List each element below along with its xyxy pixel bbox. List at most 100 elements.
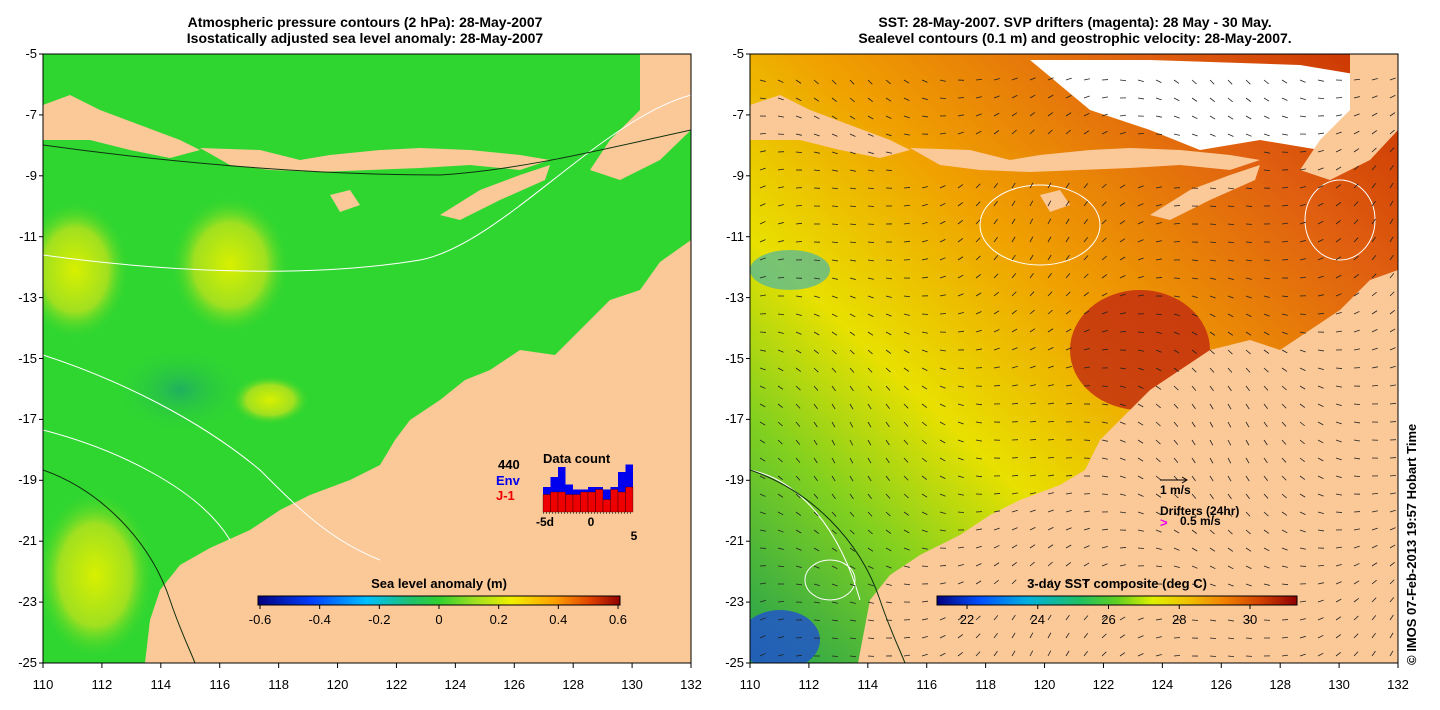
velocity-arrow [1065,650,1070,657]
velocity-arrow [1299,258,1306,261]
velocity-arrow [1191,259,1199,261]
velocity-arrow [1173,133,1180,136]
sla-tick-label: 0.4 [549,612,567,627]
velocity-arrow [1083,615,1089,621]
velocity-arrow [1209,133,1216,137]
y-tick-label: -19 [725,472,744,488]
x-tick-label: 116 [209,677,231,692]
velocity-arrow [885,97,892,102]
sla-low-mid [110,345,250,435]
velocity-arrow [1317,565,1325,567]
velocity-arrow [957,457,964,461]
velocity-arrow [1155,457,1161,463]
velocity-arrow [1065,384,1072,387]
velocity-arrow [993,347,1000,351]
velocity-arrow [1335,403,1342,407]
velocity-arrow [903,403,909,409]
cloud-mask [1030,60,1390,150]
velocity-arrow [867,169,874,172]
velocity-arrow [957,511,965,514]
velocity-arrow [1011,112,1018,117]
velocity-arrow [1155,547,1162,550]
velocity-arrow [1011,129,1017,135]
velocity-arrow [1083,562,1090,567]
velocity-arrow [1263,403,1268,409]
velocity-arrow [1335,256,1342,261]
velocity-arrow [975,255,981,261]
velocity-arrow [1209,277,1216,280]
velocity-arrow [1011,650,1016,657]
velocity-arrow [849,151,856,155]
velocity-arrow [993,366,1000,369]
velocity-arrow [1299,349,1306,353]
velocity-arrow [1263,565,1270,569]
velocity-arrow [1299,635,1306,639]
velocity-arrow [1011,328,1018,333]
velocity-arrow [759,635,766,639]
velocity-arrow [921,349,928,353]
velocity-arrow [1371,545,1378,549]
velocity-arrow [1137,511,1144,515]
velocity-arrow [1011,273,1017,279]
velocity-arrow [1353,651,1359,657]
velocity-arrow [885,331,892,336]
velocity-arrow [1137,421,1144,426]
count-tick-right: 5 [631,529,638,543]
velocity-arrow [1011,218,1016,225]
velocity-arrow [1029,328,1036,333]
velocity-arrow [1155,277,1163,279]
velocity-arrow [813,349,820,354]
velocity-arrow [777,97,784,101]
velocity-arrow [1227,637,1235,640]
velocity-arrow [1083,112,1090,117]
sla-high-mid [230,375,310,425]
velocity-arrow [1299,203,1306,207]
velocity-arrow [1245,133,1252,137]
velocity-arrow [1353,545,1360,549]
velocity-arrow [957,184,964,189]
velocity-arrow [831,511,837,517]
velocity-arrow [885,547,892,552]
velocity-arrow [1119,547,1127,549]
velocity-arrow [975,475,983,478]
velocity-arrow [1245,367,1251,373]
velocity-arrow [1119,220,1126,225]
velocity-arrow [1281,403,1287,409]
velocity-arrow [813,601,820,604]
x-axis-ticks [42,663,1399,668]
velocity-arrow [1119,367,1126,370]
pressure-contour-3 [43,429,231,541]
velocity-arrow [849,493,854,500]
velocity-arrow [1137,367,1144,371]
y-tick-label: -15 [725,350,744,366]
drifter-symbol-icon: > [1160,515,1168,530]
velocity-arrow [885,439,890,446]
velocity-arrow [1173,421,1179,427]
velocity-arrow [1101,546,1108,549]
velocity-arrow [849,97,855,103]
velocity-arrow [975,113,982,117]
velocity-arrow [1047,402,1054,405]
velocity-arrow [759,221,766,225]
velocity-arrow [1047,384,1054,387]
velocity-arrow [1389,291,1395,297]
velocity-arrow [903,493,909,499]
right-map-title: SST: 28-May-2007. SVP drifters (magenta)… [750,14,1400,46]
velocity-arrow [1083,218,1088,225]
velocity-arrow [867,97,874,102]
y-tick-label: -17 [18,411,37,427]
velocity-arrow [1137,257,1144,261]
velocity-arrow [1047,291,1053,297]
velocity-arrow [1119,475,1126,479]
velocity-arrow [1083,366,1090,369]
velocity-arrow [1155,439,1161,445]
velocity-arrow [1353,633,1359,639]
velocity-arrow [903,583,911,586]
velocity-arrow [1047,474,1054,477]
velocity-arrow [759,617,766,621]
velocity-arrow [1137,185,1144,189]
velocity-arrow [1083,545,1090,549]
velocity-arrow [1029,632,1034,639]
velocity-arrow [1209,367,1215,373]
velocity-arrow [1389,402,1397,405]
